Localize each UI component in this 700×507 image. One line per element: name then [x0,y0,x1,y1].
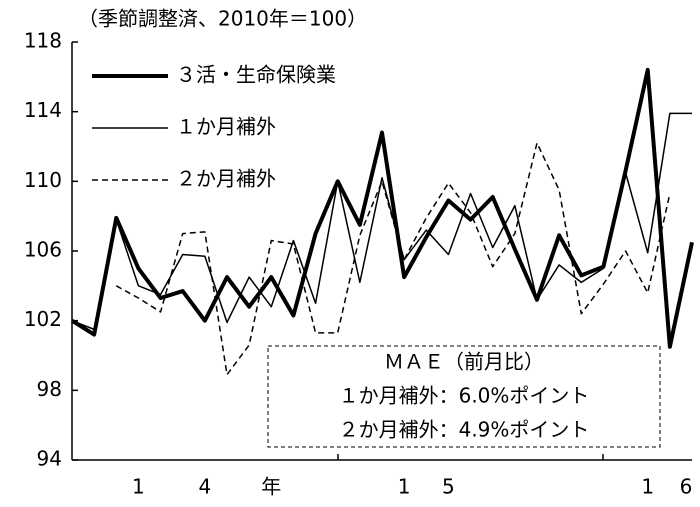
annotation-text: ＭＡＥ（前月比） [384,350,544,374]
x-tick-label: 6 [680,475,693,499]
y-tick-label: 94 [37,447,62,471]
legend-label: １か月補外 [176,115,276,139]
y-tick-label: 110 [24,168,62,192]
series-line [71,112,692,331]
series-line [70,67,694,349]
legend-label: ３活・生命保険業 [176,63,336,87]
y-tick-label: 106 [24,238,62,262]
annotation-box [267,345,661,448]
chart-title: （季節調整済、2010年＝100） [78,7,367,31]
y-tick-label: 118 [24,29,62,53]
annotation-text: １か月補外：6.0%ポイント [339,384,590,408]
y-tick-label: 114 [24,98,62,122]
x-tick-label: 1 [641,475,654,499]
x-tick-label: 1 [132,475,145,499]
x-tick-label: 1 [398,475,411,499]
series-line [115,142,671,376]
legend-label: ２か月補外 [176,167,276,191]
x-tick-label: 5 [442,475,455,499]
annotation-text: ２か月補外：4.9%ポイント [339,418,590,442]
x-tick-label: 年 [261,475,281,499]
y-tick-label: 102 [24,307,62,331]
y-tick-label: 98 [37,377,62,401]
x-tick-label: 4 [198,475,211,499]
